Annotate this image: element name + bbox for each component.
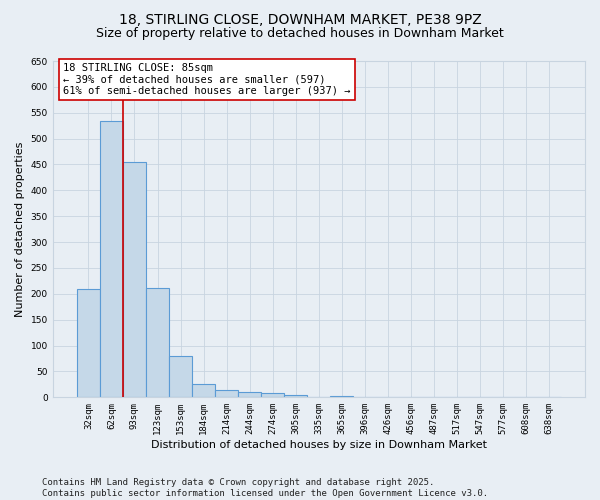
Bar [123,162,146,398]
Text: Size of property relative to detached houses in Downham Market: Size of property relative to detached ho… [96,28,504,40]
Bar [422,397,446,398]
Bar [77,288,100,398]
Bar [331,396,353,398]
Bar [261,392,284,398]
Bar [192,384,215,398]
Text: 18 STIRLING CLOSE: 85sqm
← 39% of detached houses are smaller (597)
61% of semi-: 18 STIRLING CLOSE: 85sqm ← 39% of detach… [64,62,351,96]
Text: 18, STIRLING CLOSE, DOWNHAM MARKET, PE38 9PZ: 18, STIRLING CLOSE, DOWNHAM MARKET, PE38… [119,12,481,26]
Bar [238,392,261,398]
Bar [100,120,123,398]
Y-axis label: Number of detached properties: Number of detached properties [15,142,25,317]
Bar [169,356,192,398]
Bar [491,397,515,398]
Bar [284,394,307,398]
Bar [146,288,169,398]
Text: Contains HM Land Registry data © Crown copyright and database right 2025.
Contai: Contains HM Land Registry data © Crown c… [42,478,488,498]
Bar [538,397,561,398]
Bar [215,390,238,398]
X-axis label: Distribution of detached houses by size in Downham Market: Distribution of detached houses by size … [151,440,487,450]
